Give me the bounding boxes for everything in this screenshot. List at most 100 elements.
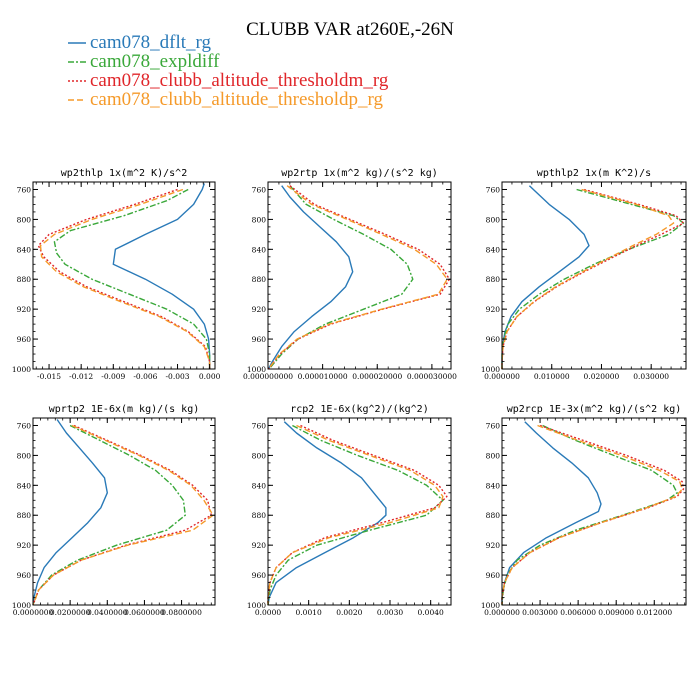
y-tick-label: 880 (252, 275, 267, 284)
y-tick-label: 960 (17, 571, 32, 580)
y-tick-label: 840 (252, 481, 267, 490)
legend-label-2: cam078_clubb_altitude_thresholdm_rg (90, 70, 389, 91)
x-tick-label: 0.000000 (484, 608, 520, 617)
x-tick-label: 0.012000 (636, 608, 672, 617)
y-tick-label: 760 (17, 185, 32, 194)
x-tick-label: 0.030000 (633, 372, 669, 381)
x-tick-label: 0.020000 (584, 372, 620, 381)
series-line-3 (267, 185, 448, 370)
x-tick-label: -0.009 (101, 372, 125, 381)
x-tick-label: 0.0040 (418, 608, 444, 617)
y-tick-label: 1000 (481, 365, 500, 374)
y-tick-label: 760 (486, 185, 501, 194)
panel-title: wp2rtp 1x(m^2 kg)/(s^2 kg) (281, 168, 438, 179)
y-tick-label: 800 (17, 215, 32, 224)
y-tick-label: 1000 (247, 601, 266, 610)
series-line-1 (53, 188, 211, 369)
y-tick-label: 800 (486, 215, 501, 224)
series-line-1 (501, 188, 685, 369)
x-tick-label: 0.0010 (296, 608, 322, 617)
panel-title: rcp2 1E-6x(kg^2)/(kg^2) (290, 404, 428, 415)
y-tick-label: 840 (17, 245, 32, 254)
panel-title: wprtp2 1E-6x(m kg)/(s kg) (49, 404, 200, 415)
series-line-1 (32, 424, 187, 606)
x-tick-label: 0.000 (199, 372, 221, 381)
panel-0: wp2thlp 1x(m^2 K)/s^2 760 800 840 880 920 960 1… (12, 168, 221, 381)
y-tick-label: 1000 (481, 601, 500, 610)
x-tick-label: 0.0020 (336, 608, 362, 617)
legend-label-1: cam078_expldiff (90, 51, 220, 72)
series-line-0 (267, 421, 387, 606)
panel-frame (32, 417, 216, 606)
panel-frame (267, 181, 452, 370)
y-tick-label: 760 (17, 421, 32, 430)
series-line-0 (32, 419, 109, 606)
y-tick-label: 760 (486, 421, 501, 430)
series-line-1 (267, 424, 444, 606)
series-line-1 (268, 185, 414, 370)
x-tick-label: 0.0200000 (50, 608, 91, 617)
series-line-3 (501, 424, 683, 605)
y-tick-label: 880 (17, 511, 32, 520)
panel-frame (32, 181, 216, 370)
x-tick-label: 0.0600000 (124, 608, 165, 617)
panel-title: wpthlp2 1x(m K^2)/s (537, 168, 651, 179)
legend: cam078_dflt_rgcam078_expldiffcam078_club… (68, 32, 389, 110)
x-tick-label: -0.015 (37, 372, 61, 381)
x-tick-label: 0.006000 (560, 608, 596, 617)
y-tick-label: 880 (17, 275, 32, 284)
panel-1: wp2rtp 1x(m^2 kg)/(s^2 kg) 760 800 840 880 92… (243, 168, 457, 381)
panel-3: wprtp2 1E-6x(m kg)/(s kg) 760 800 840 880 920… (12, 404, 216, 617)
y-tick-label: 800 (252, 215, 267, 224)
y-tick-label: 920 (486, 305, 501, 314)
y-tick-label: 960 (252, 335, 267, 344)
y-tick-label: 800 (17, 451, 32, 460)
panel-frame (501, 417, 687, 606)
x-tick-label: 0.000000000 (243, 372, 293, 381)
y-tick-label: 920 (17, 541, 32, 550)
x-tick-label: 0.000010000 (298, 372, 348, 381)
x-tick-label: 0.000000 (484, 372, 520, 381)
y-tick-label: 840 (252, 245, 267, 254)
y-tick-label: 800 (252, 451, 267, 460)
series-line-3 (39, 188, 211, 369)
y-tick-label: 1000 (247, 365, 266, 374)
x-tick-label: 0.003000 (522, 608, 558, 617)
series-line-2 (37, 188, 211, 369)
y-tick-label: 960 (17, 335, 32, 344)
x-tick-label: 0.0000 (255, 608, 281, 617)
x-tick-label: -0.006 (133, 372, 157, 381)
y-tick-label: 840 (17, 481, 32, 490)
y-tick-label: 920 (17, 305, 32, 314)
y-tick-label: 960 (252, 571, 267, 580)
y-tick-label: 760 (252, 421, 267, 430)
x-tick-label: 0.000020000 (352, 372, 402, 381)
panel-title: wp2thlp 1x(m^2 K)/s^2 (61, 168, 187, 179)
series-line-0 (501, 185, 590, 369)
panel-title: wp2rcp 1E-3x(m^2 kg)/(s^2 kg) (507, 404, 682, 415)
y-tick-label: 920 (252, 541, 267, 550)
series-line-2 (267, 185, 451, 370)
x-tick-label: 0.000030000 (407, 372, 457, 381)
series-line-3 (267, 424, 444, 605)
panel-frame (501, 181, 687, 370)
series-line-0 (267, 185, 354, 370)
panel-5: wp2rcp 1E-3x(m^2 kg)/(s^2 kg) 760 800 840 88… (481, 404, 687, 617)
y-tick-label: 880 (486, 511, 501, 520)
x-tick-label: 0.0000000 (13, 608, 54, 617)
y-tick-label: 920 (486, 541, 501, 550)
y-tick-label: 960 (486, 335, 501, 344)
x-tick-label: -0.003 (166, 372, 190, 381)
x-tick-label: 0.0400000 (87, 608, 128, 617)
series-line-2 (501, 188, 685, 369)
y-tick-label: 880 (252, 511, 267, 520)
panel-2: wpthlp2 1x(m K^2)/s 760 800 840 880 920 960 100… (481, 168, 687, 381)
panels-grid: wp2thlp 1x(m^2 K)/s^2 760 800 840 880 920 960 1… (12, 168, 687, 617)
legend-label-3: cam078_clubb_altitude_thresholdp_rg (90, 89, 384, 110)
x-tick-label: 0.0800000 (161, 608, 202, 617)
series-line-3 (32, 424, 214, 606)
y-tick-label: 1000 (12, 365, 31, 374)
y-tick-label: 760 (252, 185, 267, 194)
x-tick-label: 0.009000 (598, 608, 634, 617)
